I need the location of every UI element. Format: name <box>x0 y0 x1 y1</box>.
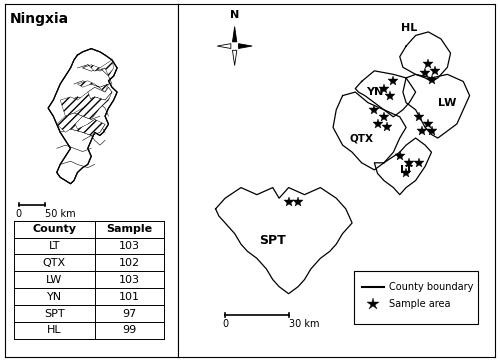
Text: 97: 97 <box>122 309 136 318</box>
Text: LT: LT <box>400 165 412 175</box>
Text: 102: 102 <box>118 258 140 268</box>
Text: YN: YN <box>46 292 62 302</box>
Polygon shape <box>333 92 406 170</box>
Polygon shape <box>78 81 108 92</box>
Text: Ningxia: Ningxia <box>10 12 70 26</box>
Polygon shape <box>238 44 252 48</box>
Text: Sample area: Sample area <box>388 299 450 309</box>
Polygon shape <box>57 113 82 132</box>
Text: LW: LW <box>438 98 456 108</box>
Text: YN: YN <box>366 87 383 97</box>
Polygon shape <box>70 92 112 119</box>
Polygon shape <box>374 138 432 195</box>
Text: Sample: Sample <box>106 224 152 234</box>
Text: 0: 0 <box>222 319 228 329</box>
Polygon shape <box>48 49 117 184</box>
Polygon shape <box>232 50 237 66</box>
Text: LW: LW <box>46 275 62 285</box>
Text: 50 km: 50 km <box>44 209 76 219</box>
Polygon shape <box>356 71 416 117</box>
Text: HL: HL <box>401 23 417 33</box>
Text: County boundary: County boundary <box>388 282 473 292</box>
Text: 103: 103 <box>118 275 140 285</box>
Text: LT: LT <box>48 241 60 251</box>
Polygon shape <box>217 44 231 48</box>
Text: QTX: QTX <box>350 133 374 143</box>
Text: N: N <box>230 10 239 20</box>
Text: SPT: SPT <box>260 234 286 247</box>
Text: 101: 101 <box>118 292 140 302</box>
Text: County: County <box>32 224 76 234</box>
Polygon shape <box>216 188 352 294</box>
Polygon shape <box>60 92 91 116</box>
Text: SPT: SPT <box>44 309 64 318</box>
Text: 99: 99 <box>122 326 136 335</box>
Text: 30 km: 30 km <box>288 319 319 329</box>
Text: QTX: QTX <box>42 258 66 268</box>
Polygon shape <box>66 113 105 135</box>
Text: HL: HL <box>47 326 62 335</box>
Polygon shape <box>403 74 469 138</box>
Polygon shape <box>232 27 237 42</box>
Polygon shape <box>82 60 114 76</box>
Text: 103: 103 <box>118 241 140 251</box>
FancyBboxPatch shape <box>354 271 478 324</box>
Text: 0: 0 <box>16 209 22 219</box>
Polygon shape <box>400 32 450 82</box>
